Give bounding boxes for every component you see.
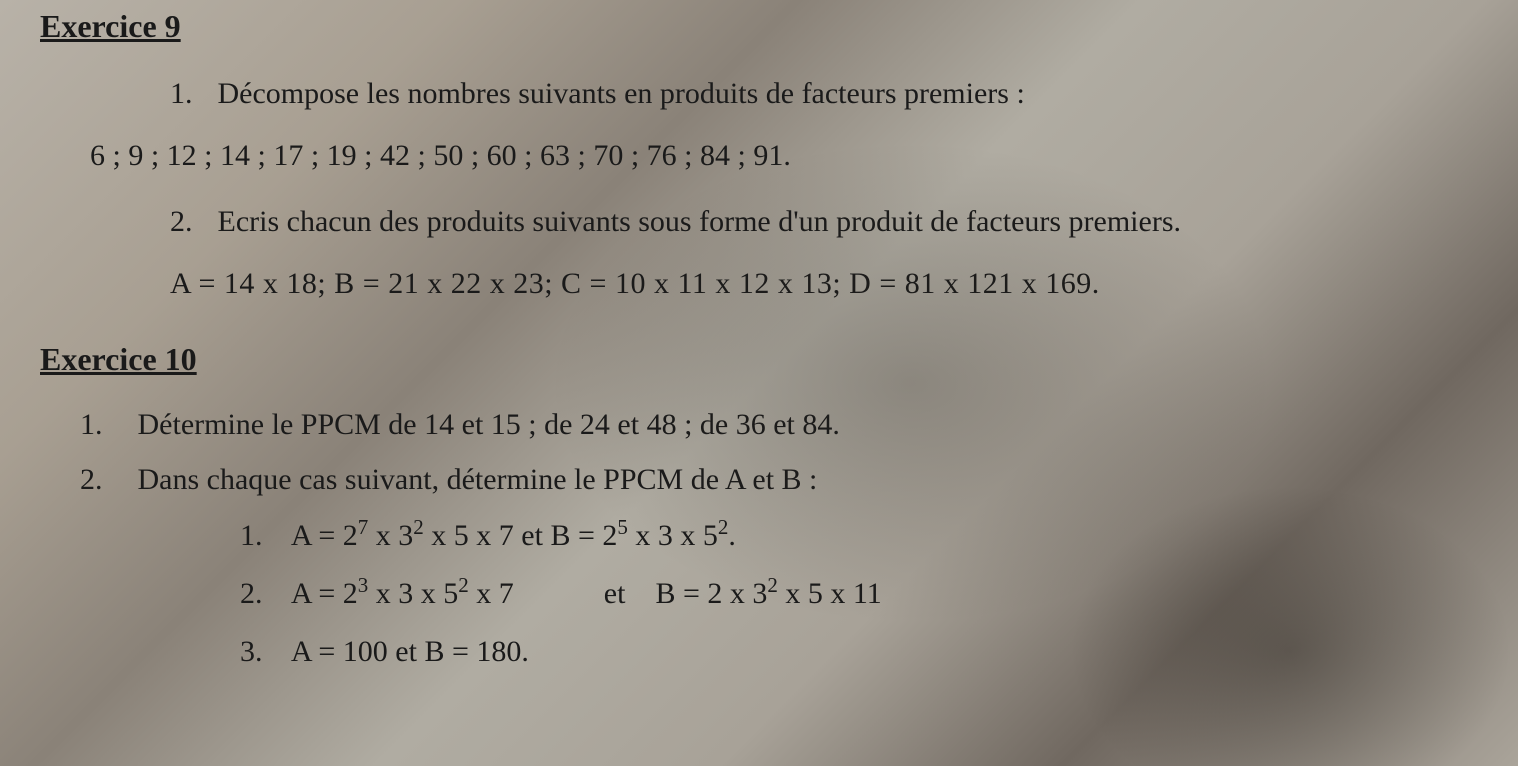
sub-number: 3. <box>240 628 285 676</box>
sub-number: 1. <box>240 512 285 560</box>
question-text: Dans chaque cas suivant, détermine le PP… <box>138 463 818 496</box>
question-number: 2. <box>170 201 210 243</box>
ex10-sub-3: 3. A = 100 et B = 180. <box>240 628 1478 676</box>
ex10-question-1: 1. Détermine le PPCM de 14 et 15 ; de 24… <box>80 402 1478 447</box>
ex9-number-list: 6 ; 9 ; 12 ; 14 ; 17 ; 19 ; 42 ; 50 ; 60… <box>90 139 1478 173</box>
ex9-question-1: 1. Décompose les nombres suivants en pro… <box>170 73 1478 115</box>
ex10-sub-1: 1. A = 27 x 32 x 5 x 7 et B = 25 x 3 x 5… <box>240 512 1478 560</box>
ex9-question-2: 2. Ecris chacun des produits suivants so… <box>170 201 1478 243</box>
question-number: 1. <box>80 402 130 447</box>
exercise-9-title: Exercice 9 <box>40 8 1478 45</box>
ex10-sub-2: 2. A = 23 x 3 x 52 x 7et B = 2 x 32 x 5 … <box>240 570 1478 618</box>
question-number: 1. <box>170 73 210 115</box>
ex10-question-2: 2. Dans chaque cas suivant, détermine le… <box>80 457 1478 502</box>
question-text: Ecris chacun des produits suivants sous … <box>218 205 1182 238</box>
question-text: Détermine le PPCM de 14 et 15 ; de 24 et… <box>138 408 840 441</box>
math-expr: A = 23 x 3 x 52 x 7et B = 2 x 32 x 5 x 1… <box>291 577 882 610</box>
math-expr: A = 27 x 32 x 5 x 7 et B = 25 x 3 x 52. <box>291 519 736 552</box>
ex9-expressions: A = 14 x 18; B = 21 x 22 x 23; C = 10 x … <box>170 267 1478 301</box>
question-text: Décompose les nombres suivants en produi… <box>218 77 1025 110</box>
sub-number: 2. <box>240 570 285 618</box>
question-number: 2. <box>80 457 130 502</box>
exercise-10-title: Exercice 10 <box>40 341 1478 378</box>
math-expr: A = 100 et B = 180. <box>291 635 529 668</box>
